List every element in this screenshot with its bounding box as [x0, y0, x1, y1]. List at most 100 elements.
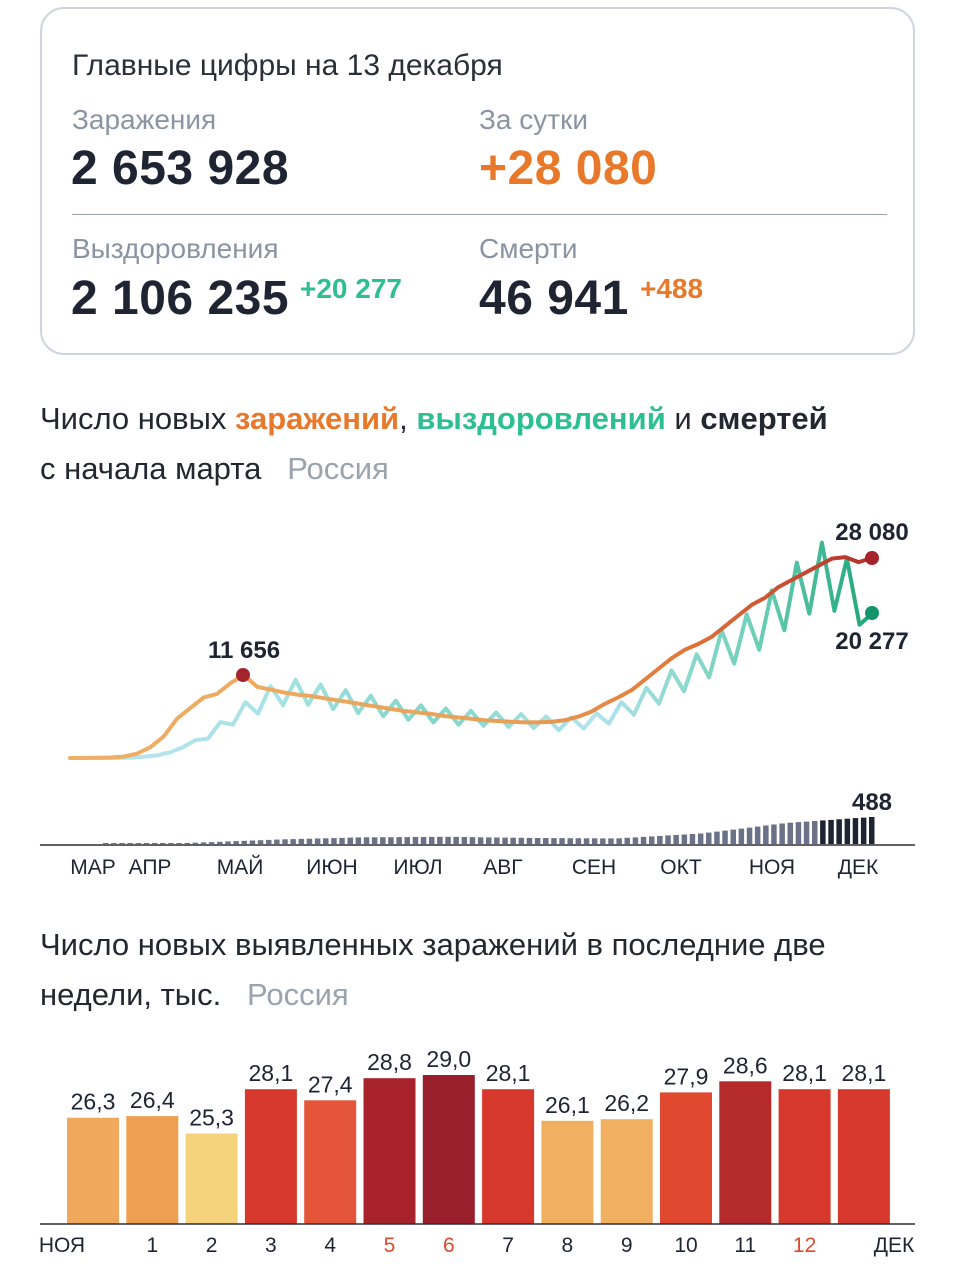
death-bar — [608, 838, 614, 844]
bar-x-label: 4 — [324, 1234, 336, 1257]
death-bar — [176, 843, 182, 844]
recoveries-label: Выздоровления — [72, 233, 279, 264]
death-bar — [771, 824, 777, 844]
bar — [363, 1078, 416, 1224]
death-bar — [649, 836, 655, 844]
death-bar — [314, 838, 321, 844]
bar-x-label: 1 — [146, 1234, 158, 1257]
death-bar — [437, 836, 443, 844]
bar-value-label: 28,1 — [249, 1060, 294, 1086]
death-bar — [665, 835, 671, 844]
bar-x-label: 7 — [502, 1234, 514, 1257]
death-bar — [404, 837, 410, 844]
death-bar — [331, 838, 337, 844]
infections-value: 2 653 928 — [71, 142, 290, 195]
bar-value-label: 28,1 — [842, 1060, 887, 1086]
death-bar — [706, 832, 712, 844]
death-bar — [396, 837, 402, 844]
bar-x-extra-label: ДЕК — [874, 1234, 915, 1257]
death-bar — [657, 835, 663, 844]
x-tick-label: ОКТ — [660, 856, 702, 879]
death-bar — [274, 839, 280, 844]
x-tick-label: ИЮЛ — [393, 856, 442, 879]
chart2-heading: Число новых выявленных заражений в после… — [40, 920, 826, 1020]
bar-chart: 26,3 26,4 25,3 28,1 27,4 28,8 29,0 28,1 26,1 26,2… — [39, 1046, 915, 1257]
bar-x-labels: НОЯ 1 2 3 4 5 6 7 8 9 10 11 12 — [39, 1234, 816, 1257]
death-bar — [746, 827, 753, 844]
death-bar — [844, 818, 851, 844]
death-bar — [429, 836, 435, 844]
death-bar — [534, 838, 541, 844]
bar-x-label: 6 — [443, 1234, 455, 1257]
bar — [778, 1089, 831, 1224]
bar-x-label: 11 — [734, 1234, 756, 1257]
death-bar — [380, 837, 386, 844]
infections-last-label: 28 080 — [835, 519, 908, 546]
chart1-heading-infections: заражений — [235, 401, 400, 436]
bar-x-label: 3 — [265, 1234, 277, 1257]
line-chart: МАР АПР МАЙ ИЮН ИЮЛ АВГ СЕН ОКТ НОЯ ДЕК 11 656 28… — [40, 519, 915, 879]
bar-x-label: 2 — [206, 1234, 218, 1257]
death-bar — [388, 837, 394, 844]
infections-peak-label: 11 656 — [208, 637, 280, 664]
chart1-heading-deaths: смертей — [700, 401, 828, 436]
death-bar — [640, 836, 647, 844]
death-bar — [616, 838, 622, 844]
x-tick-labels: МАР АПР МАЙ ИЮН ИЮЛ АВГ СЕН ОКТ НОЯ ДЕК — [70, 855, 879, 879]
death-bar — [135, 843, 142, 844]
bars: 26,3 26,4 25,3 28,1 27,4 28,8 29,0 28,1 26,1 26,2… — [67, 1046, 890, 1224]
chart2-heading-region: Россия — [247, 977, 349, 1012]
death-bar — [461, 837, 468, 844]
death-bar — [510, 837, 516, 844]
bar-x-label: 10 — [674, 1234, 697, 1257]
chart1-heading-comma: , — [399, 401, 417, 436]
bar-value-label: 27,9 — [664, 1063, 709, 1089]
bar — [482, 1089, 535, 1224]
recoveries-line — [68, 540, 874, 760]
death-bar — [828, 819, 834, 844]
death-bar — [103, 843, 109, 844]
bar — [422, 1075, 475, 1224]
x-tick-label: АВГ — [483, 856, 522, 879]
bar — [719, 1081, 772, 1224]
death-bar — [551, 838, 557, 844]
x-tick-label: МАЙ — [217, 855, 264, 879]
death-bar — [526, 837, 533, 844]
deaths-delta: +488 — [640, 273, 704, 304]
x-tick-label: ИЮН — [306, 856, 357, 879]
death-bar — [681, 834, 688, 844]
death-bar — [583, 838, 590, 844]
death-bar — [184, 842, 190, 844]
death-bar — [151, 843, 158, 844]
death-bar — [730, 829, 736, 844]
death-bar — [543, 838, 549, 844]
death-bar — [502, 837, 508, 844]
death-bar — [803, 821, 810, 844]
bar-value-label: 28,8 — [367, 1049, 412, 1075]
death-bar — [722, 830, 728, 844]
recoveries-value: 2 106 235 — [71, 272, 290, 325]
deaths-last-label: 488 — [852, 789, 892, 816]
bar — [244, 1089, 297, 1224]
death-bar — [249, 840, 256, 844]
death-bar — [486, 837, 492, 844]
death-bar — [347, 837, 353, 844]
death-bar — [689, 834, 696, 844]
bar-value-label: 27,4 — [308, 1071, 353, 1097]
death-bar — [225, 841, 231, 844]
death-bar — [600, 838, 606, 844]
x-tick-label: НОЯ — [749, 856, 795, 879]
death-bar — [192, 842, 199, 844]
summary-card: Главные цифры на 13 декабря Заражения 2 … — [40, 7, 915, 355]
bar — [185, 1133, 238, 1224]
bar-x-label: 12 — [793, 1234, 816, 1257]
chart1-heading: Число новых заражений, выздоровлений и с… — [40, 394, 828, 494]
death-bar — [787, 822, 793, 844]
death-bar — [852, 818, 859, 844]
death-bar — [119, 843, 125, 844]
chart1-heading-region: Россия — [287, 451, 389, 486]
death-bar — [160, 843, 166, 844]
death-bar — [233, 841, 239, 844]
death-bar — [217, 841, 223, 844]
bar — [837, 1089, 890, 1224]
